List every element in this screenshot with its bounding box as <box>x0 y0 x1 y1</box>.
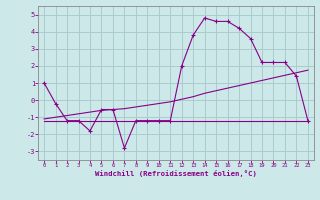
X-axis label: Windchill (Refroidissement éolien,°C): Windchill (Refroidissement éolien,°C) <box>95 170 257 177</box>
